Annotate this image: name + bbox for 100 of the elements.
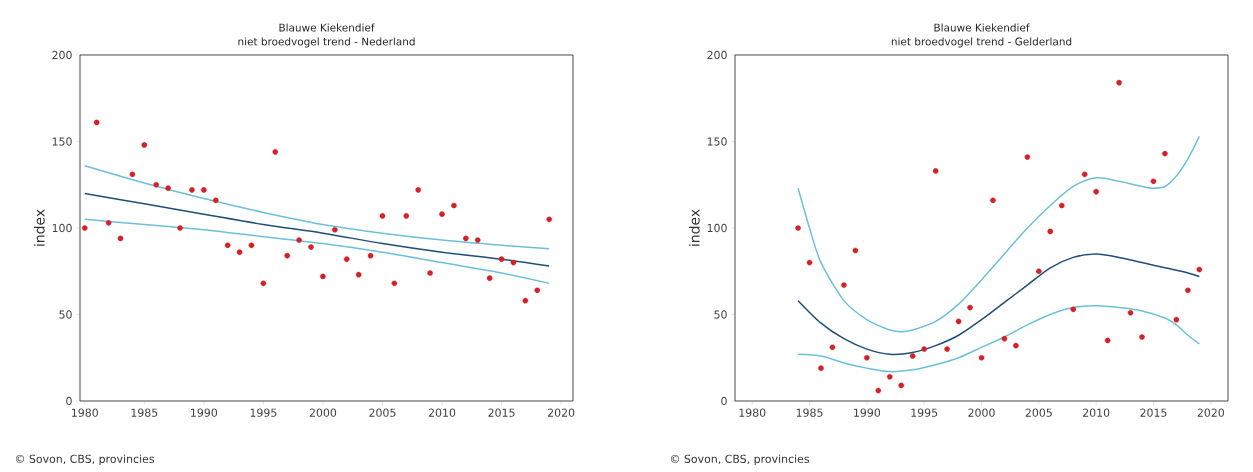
line-series	[797, 135, 1201, 333]
chart-subtitle: niet broedvogel trend - Gelderland	[891, 37, 1072, 48]
y-axis-title: index	[33, 209, 45, 246]
point	[967, 304, 973, 311]
chart-subtitle: niet broedvogel trend - Nederland	[238, 37, 415, 48]
point	[284, 252, 290, 259]
y-tick-label: 200	[707, 50, 727, 60]
point	[909, 353, 916, 359]
point	[1139, 334, 1145, 340]
line-series	[84, 192, 550, 267]
point	[165, 185, 171, 192]
point	[141, 142, 148, 148]
point	[236, 249, 243, 256]
point	[1024, 154, 1031, 160]
x-tick-label: 1980	[739, 408, 766, 417]
point	[1127, 309, 1134, 316]
point	[795, 225, 801, 231]
point	[534, 287, 541, 294]
point	[1070, 306, 1077, 313]
point	[355, 271, 362, 278]
point	[486, 275, 493, 281]
x-tick-label: 1990	[191, 408, 218, 417]
x-tick-label: 2020	[1197, 408, 1225, 417]
point	[1162, 150, 1168, 157]
x-tick-label: 2005	[369, 408, 396, 417]
point	[391, 280, 398, 287]
line-series	[84, 218, 550, 285]
point	[177, 225, 183, 231]
point	[1001, 335, 1008, 342]
point	[955, 318, 962, 325]
point	[367, 252, 374, 259]
point	[343, 256, 350, 262]
point	[105, 220, 112, 226]
point	[806, 259, 813, 266]
y-tick-label: 0	[721, 396, 727, 406]
y-tick-label: 150	[707, 137, 727, 146]
point	[990, 197, 996, 204]
x-tick-label: 2020	[547, 408, 575, 417]
chart-title: Blauwe Kiekendief	[934, 23, 1030, 32]
y-tick-label: 150	[52, 137, 72, 146]
point	[248, 242, 255, 249]
text: © Sovon, CBS, provincies	[671, 454, 810, 466]
point	[463, 235, 469, 242]
point	[439, 211, 445, 217]
point	[522, 297, 529, 304]
point	[886, 373, 893, 380]
point	[1173, 316, 1180, 323]
point	[1036, 268, 1042, 275]
point	[1047, 228, 1054, 235]
point	[932, 168, 939, 174]
y-tick-label: 200	[52, 50, 72, 60]
point	[898, 382, 905, 389]
point	[153, 181, 160, 188]
x-tick-label: 1995	[911, 408, 938, 417]
point	[129, 171, 136, 178]
x-tick-label: 2015	[1140, 408, 1167, 417]
point	[320, 273, 326, 280]
point	[944, 346, 950, 352]
x-tick-label: 1985	[796, 408, 823, 417]
x-tick-label: 2010	[428, 408, 456, 417]
point	[1058, 202, 1065, 209]
point	[510, 259, 517, 266]
point	[1150, 178, 1157, 185]
point	[117, 235, 124, 242]
y-tick-label: 50	[59, 310, 72, 319]
point	[189, 187, 195, 193]
point	[978, 354, 985, 361]
x-tick-label: 2005	[1025, 408, 1052, 417]
point	[308, 244, 314, 250]
point	[841, 282, 847, 288]
point	[1104, 337, 1111, 344]
point	[81, 225, 88, 231]
point	[379, 213, 386, 219]
point	[427, 270, 433, 276]
point	[1081, 171, 1088, 178]
point	[1196, 266, 1203, 273]
point	[818, 365, 824, 371]
y-tick-label: 100	[707, 223, 727, 233]
x-tick-label: 1985	[131, 408, 158, 417]
x-tick-label: 1995	[250, 408, 277, 417]
point	[474, 237, 481, 243]
point	[1116, 79, 1122, 86]
point	[272, 149, 279, 155]
point	[451, 202, 457, 209]
y-tick-label: 0	[66, 396, 72, 406]
y-axis-title: index	[688, 209, 700, 246]
point	[498, 256, 505, 262]
point	[260, 280, 267, 287]
point	[224, 242, 231, 249]
point	[201, 187, 207, 193]
x-tick-label: 1990	[854, 408, 881, 417]
point	[93, 119, 100, 126]
point	[864, 354, 870, 361]
point	[1093, 188, 1099, 195]
point	[332, 226, 338, 233]
x-tick-label: 2000	[309, 408, 337, 417]
line-series	[84, 164, 550, 250]
point	[415, 187, 421, 193]
point	[1013, 342, 1019, 349]
point	[296, 237, 302, 243]
